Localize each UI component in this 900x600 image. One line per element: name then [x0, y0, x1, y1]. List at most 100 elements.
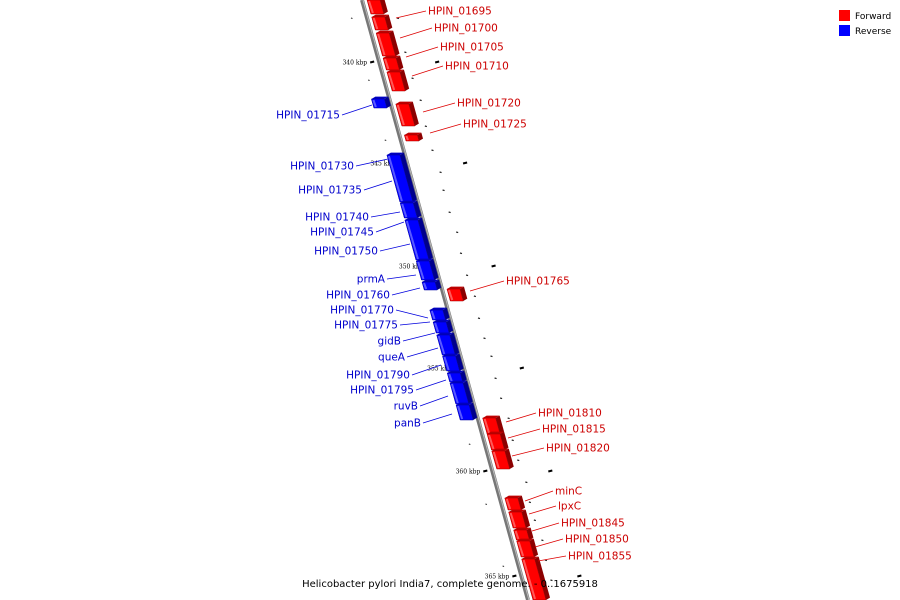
scale-ticks: 340 kbp 345 kbp 350 kbp 355 kbp 360 kbp 365 k… — [342, 17, 582, 582]
minor-tick — [541, 539, 544, 542]
reverse-gene-label[interactable]: HPIN_01750 — [314, 246, 378, 258]
reverse-gene-block[interactable] — [429, 307, 450, 321]
minor-tick — [424, 125, 428, 128]
forward-gene-leader — [429, 123, 462, 134]
reverse-gene-block[interactable] — [371, 96, 391, 109]
forward-gene-label[interactable]: HPIN_01765 — [506, 276, 570, 288]
reverse-gene-label[interactable]: queA — [378, 352, 406, 364]
reverse-gene-label[interactable]: prmA — [357, 274, 386, 286]
legend-forward-swatch — [839, 10, 850, 21]
minor-tick — [499, 397, 503, 400]
reverse-gene-leader — [422, 413, 453, 424]
reverse-gene-leader — [395, 309, 429, 319]
minor-tick — [490, 355, 493, 358]
forward-gene-block[interactable] — [371, 14, 393, 31]
forward-gene-leader — [537, 555, 567, 562]
reverse-gene-label[interactable]: gidB — [378, 336, 401, 348]
reverse-gene-label[interactable]: HPIN_01775 — [334, 320, 398, 332]
minor-tick — [473, 295, 477, 298]
forward-gene-block[interactable] — [375, 30, 400, 57]
forward-gene-label[interactable]: HPIN_01855 — [568, 551, 632, 563]
reverse-gene-block[interactable] — [421, 279, 442, 291]
forward-gene-label[interactable]: lpxC — [558, 501, 581, 513]
forward-gene-block[interactable] — [516, 538, 539, 558]
forward-gene-block[interactable] — [508, 509, 531, 529]
reverse-gene-block[interactable] — [399, 200, 422, 219]
reverse-gene-block[interactable] — [415, 258, 439, 281]
forward-gene-block[interactable] — [486, 431, 509, 451]
reverse-gene-label[interactable]: HPIN_01745 — [310, 227, 374, 239]
forward-gene-block[interactable] — [386, 69, 410, 92]
forward-gene-leader — [405, 46, 439, 58]
forward-gene-label[interactable]: HPIN_01720 — [457, 98, 521, 110]
minor-tick — [404, 51, 407, 54]
forward-gene-block[interactable] — [404, 132, 424, 142]
forward-gene-label[interactable]: HPIN_01695 — [428, 6, 492, 18]
forward-gene-label[interactable]: HPIN_01850 — [565, 534, 629, 546]
tick-label: 345 kbp — [370, 161, 395, 168]
forward-gene-label[interactable]: HPIN_01700 — [434, 23, 498, 35]
reverse-gene-label[interactable]: panB — [394, 418, 421, 430]
reverse-gene-label[interactable]: HPIN_01760 — [326, 290, 390, 302]
forward-gene-block[interactable] — [513, 527, 534, 541]
reverse-gene-leader — [341, 104, 373, 116]
forward-gene-block[interactable] — [366, 0, 388, 15]
minor-tick — [456, 231, 459, 234]
gene-labels: HPIN_01695 HPIN_01700 HPIN_01705 HPIN_01710… — [276, 6, 632, 563]
forward-gene-label[interactable]: HPIN_01820 — [546, 443, 610, 455]
reverse-gene-label[interactable]: HPIN_01735 — [298, 185, 362, 197]
minor-tick — [459, 252, 463, 255]
minor-tick — [350, 17, 353, 19]
genome-backbone — [360, 0, 530, 600]
forward-gene-block[interactable] — [395, 101, 419, 127]
tick-label: 355 kbp — [427, 366, 452, 373]
reverse-gene-block[interactable] — [386, 152, 417, 203]
forward-gene-label[interactable]: HPIN_01705 — [440, 42, 504, 54]
major-tick — [369, 60, 375, 64]
major-tick — [577, 574, 582, 578]
forward-gene-leader — [505, 412, 537, 423]
reverse-gene-label[interactable]: HPIN_01770 — [330, 305, 394, 317]
forward-gene-block[interactable] — [482, 415, 505, 435]
forward-gene-label[interactable]: HPIN_01845 — [561, 518, 625, 530]
reverse-gene-block[interactable] — [432, 319, 454, 334]
major-tick — [491, 264, 496, 268]
reverse-gene-leader — [370, 211, 401, 218]
minor-tick — [528, 501, 532, 504]
reverse-gene-block[interactable] — [404, 217, 433, 261]
reverse-gene-leader — [402, 332, 436, 342]
forward-gene-leader — [469, 280, 505, 292]
forward-gene-leader — [422, 102, 456, 113]
major-tick — [512, 574, 517, 578]
reverse-gene-leader — [415, 379, 447, 391]
reverse-gene-block[interactable] — [455, 402, 478, 421]
forward-gene-block[interactable] — [382, 55, 404, 71]
forward-gene-block[interactable] — [504, 495, 526, 511]
forward-gene-block[interactable] — [491, 448, 514, 470]
minor-tick — [477, 317, 481, 320]
minor-tick — [439, 171, 442, 174]
major-tick — [483, 469, 488, 473]
minor-tick — [384, 139, 387, 141]
forward-gene-label[interactable]: HPIN_01810 — [538, 408, 602, 420]
legend-reverse-swatch — [839, 25, 850, 36]
forward-gene-label[interactable]: HPIN_01710 — [445, 61, 509, 73]
minor-tick — [431, 149, 434, 152]
forward-gene-block[interactable] — [446, 286, 468, 302]
forward-gene-label[interactable]: HPIN_01815 — [542, 424, 606, 436]
forward-gene-leader — [395, 10, 427, 19]
reverse-gene-label[interactable]: HPIN_01715 — [276, 110, 340, 122]
reverse-gene-block[interactable] — [446, 370, 467, 383]
forward-gene-leader — [528, 505, 557, 515]
reverse-gene-label[interactable]: HPIN_01740 — [305, 212, 369, 224]
forward-gene-label[interactable]: minC — [555, 486, 582, 498]
reverse-gene-block[interactable] — [436, 332, 460, 356]
reverse-gene-label[interactable]: HPIN_01790 — [346, 370, 410, 382]
reverse-gene-label[interactable]: HPIN_01730 — [290, 161, 354, 173]
minor-tick — [507, 417, 510, 420]
reverse-gene-label[interactable]: HPIN_01795 — [350, 385, 414, 397]
forward-gene-block[interactable] — [521, 556, 550, 600]
reverse-gene-label[interactable]: ruvB — [394, 401, 418, 413]
forward-gene-label[interactable]: HPIN_01725 — [463, 119, 527, 131]
